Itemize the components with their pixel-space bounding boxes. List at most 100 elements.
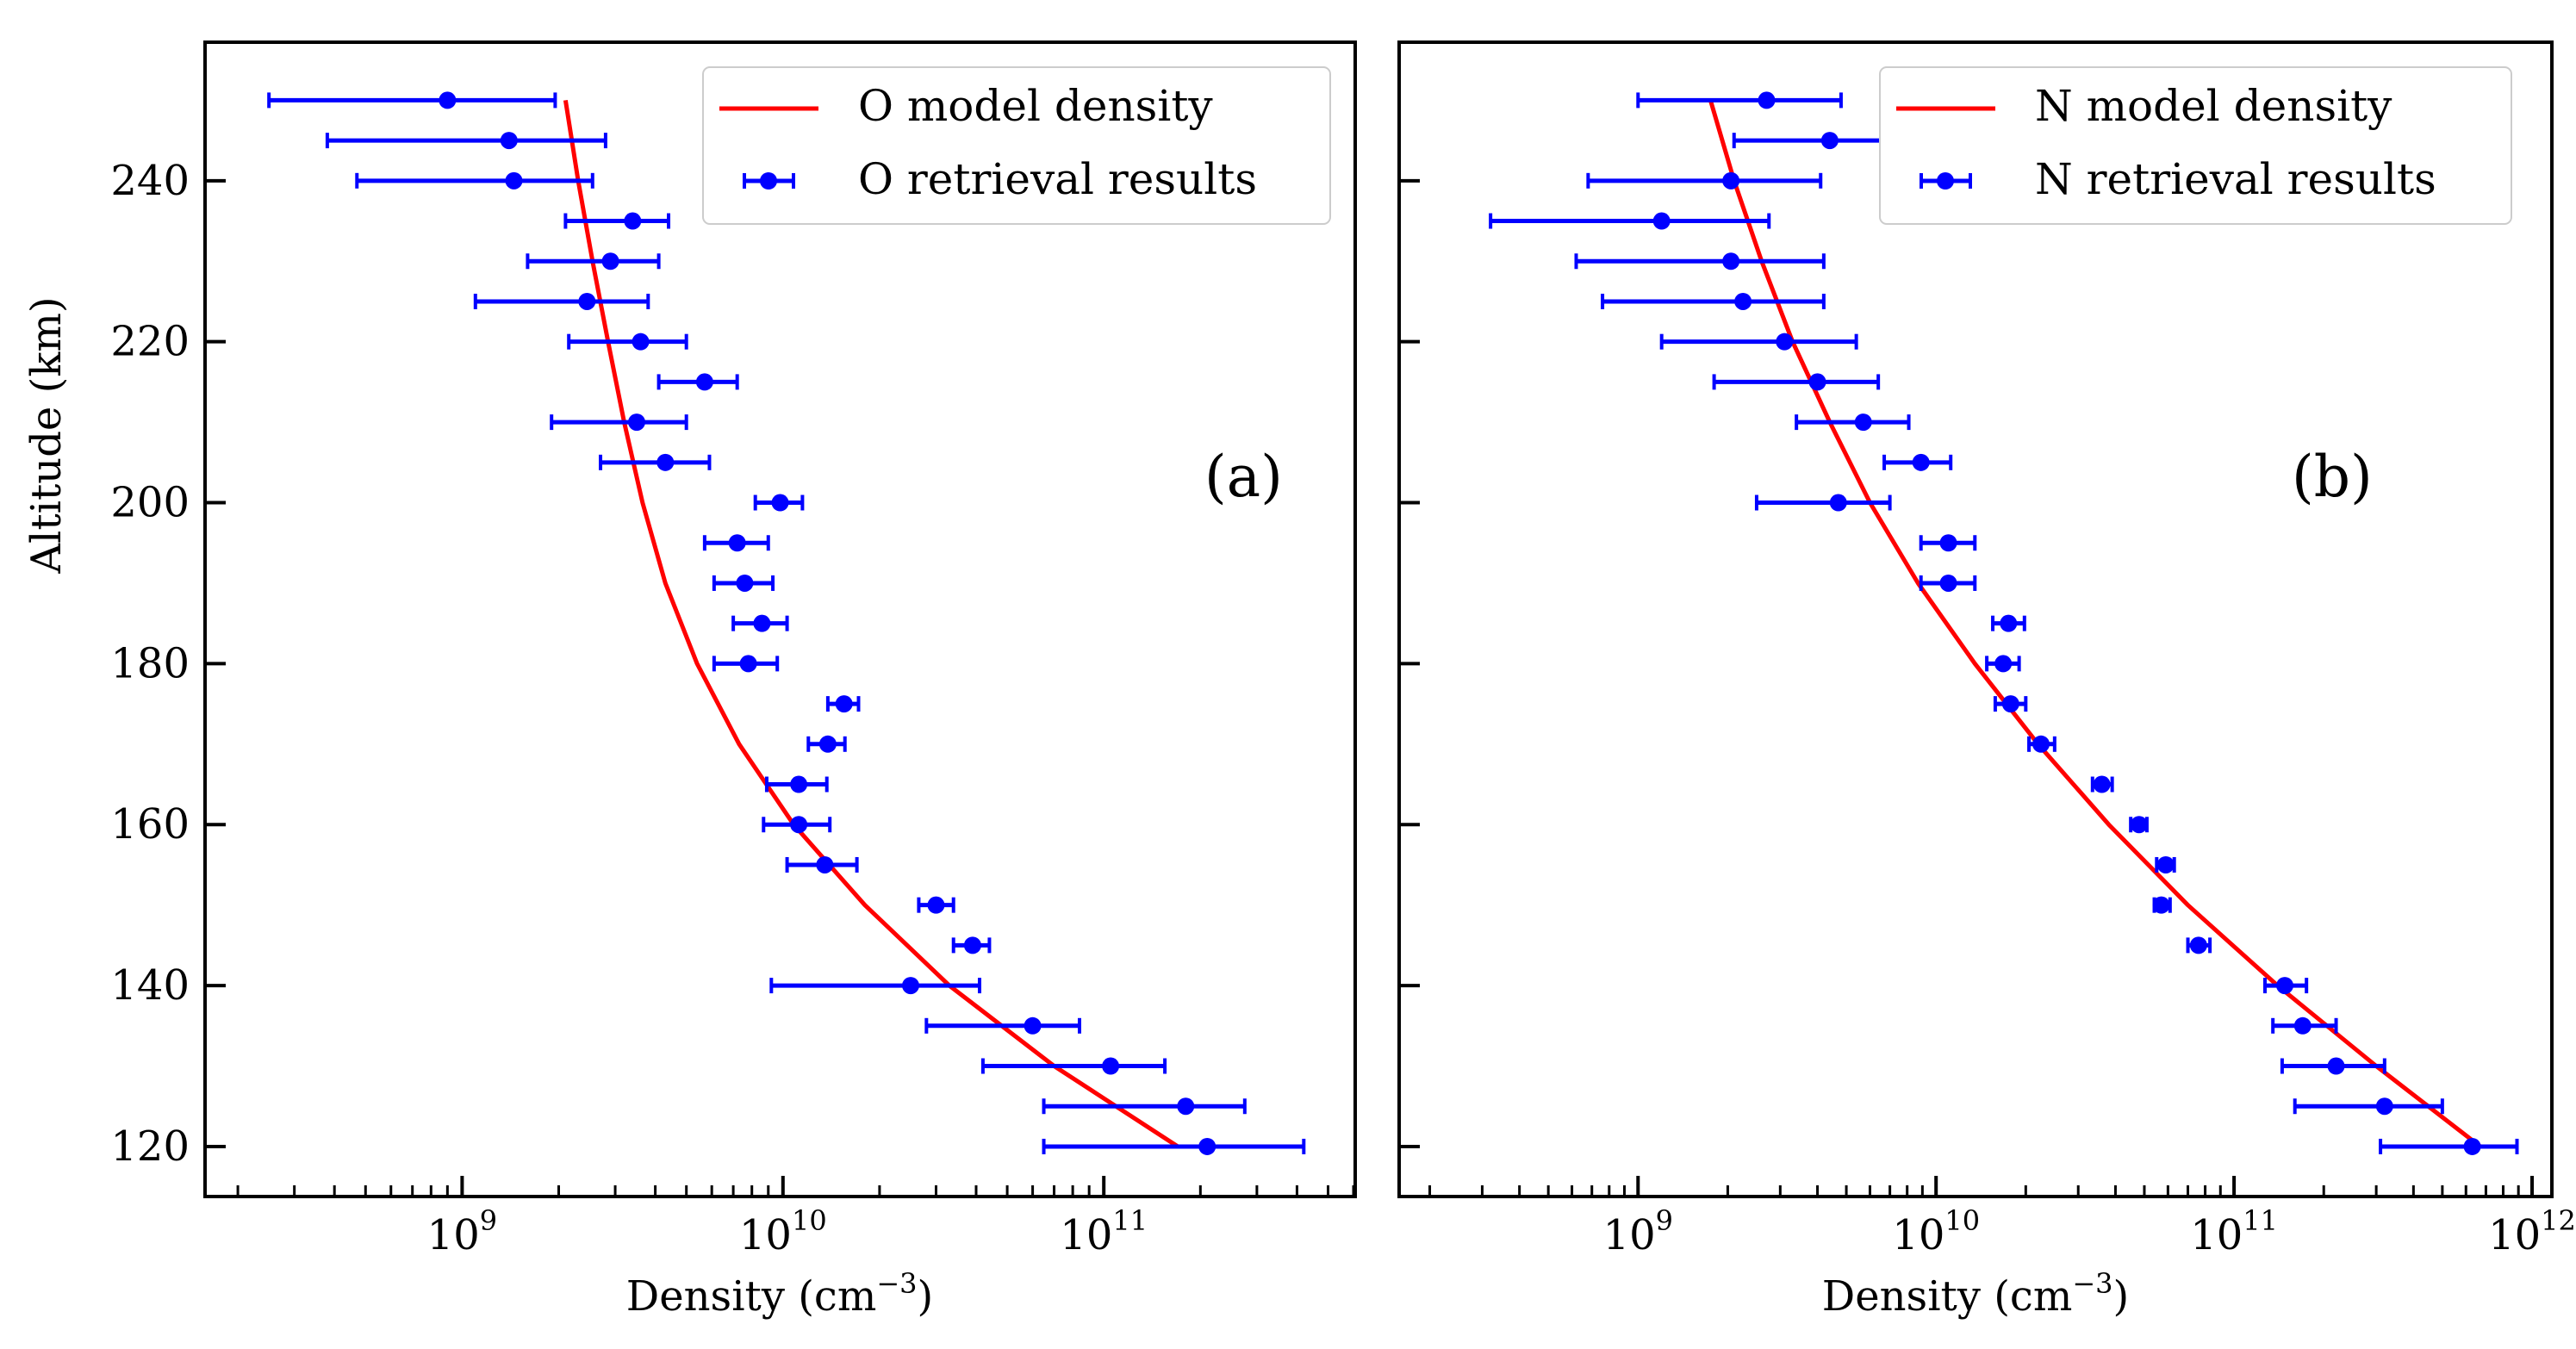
panel-a-ytick-label-240: 240: [110, 157, 190, 205]
data-marker: [2375, 1097, 2393, 1116]
panel-b-retrieval-point-145: [2186, 936, 2212, 954]
data-marker: [927, 896, 945, 914]
panel-b-retrieval-point-140: [2263, 977, 2309, 995]
panel-b-legend: N model density N retrieval results: [1879, 66, 2512, 225]
panel-b-model: [1708, 99, 2482, 1148]
panel-a-model-curve: [563, 100, 1179, 1148]
panel-a-retrieval-point-140: [769, 977, 982, 995]
data-marker: [439, 91, 457, 109]
data-marker: [2156, 855, 2175, 873]
panel-a-retrieval-point-190: [712, 574, 775, 592]
panel-a-xtick-label-11: 1011: [1060, 1204, 1148, 1259]
panel-a-legend: O model density O retrieval results: [702, 66, 1331, 225]
data-marker: [2189, 936, 2207, 954]
data-marker: [1820, 132, 1839, 150]
panel-b-retrieval-point-230: [1574, 252, 1826, 270]
panel-a-retrieval-point-240: [355, 171, 594, 190]
panel-b-retrieval-point-155: [2155, 855, 2176, 873]
data-marker: [2152, 896, 2170, 914]
panel-b-retrieval-point-150: [2152, 896, 2172, 914]
panel-a-ytick-label-200: 200: [110, 479, 190, 527]
panel-b-retrieval-point-180: [1985, 655, 2021, 673]
panel-b-x-axis-label: Density (cm−3): [1822, 1267, 2129, 1321]
legend-retrieval-swatch-marker: [1937, 172, 1954, 190]
data-marker: [1722, 252, 1740, 270]
data-marker: [2275, 977, 2293, 995]
panel-a-retrieval: [267, 91, 1306, 1155]
panel-b-retrieval-point-200: [1754, 494, 1892, 512]
panel-a-ytick-label-120: 120: [110, 1122, 190, 1171]
panel-a-retrieval-point-220: [567, 333, 688, 351]
data-marker: [753, 614, 771, 632]
data-marker: [628, 413, 646, 432]
data-marker: [500, 132, 518, 150]
panel-a-retrieval-point-135: [924, 1016, 1082, 1035]
data-marker: [2463, 1137, 2481, 1155]
data-marker: [578, 292, 596, 310]
data-marker: [1024, 1016, 1042, 1035]
panel-b-xtick-label-9: 109: [1603, 1204, 1673, 1259]
panel-b-retrieval-point-165: [2090, 775, 2114, 793]
legend-retrieval-label: O retrieval results: [858, 154, 1257, 204]
panel-a-model: [563, 100, 1179, 1148]
panel-b-retrieval-point-125: [2293, 1097, 2444, 1116]
panel-b-retrieval-point-170: [2027, 735, 2056, 753]
data-marker: [1102, 1057, 1120, 1075]
panel-a-retrieval-point-185: [731, 614, 789, 632]
panel-b-retrieval-point-210: [1795, 413, 1911, 432]
data-marker: [1912, 453, 1930, 471]
panel-b-retrieval-point-135: [2271, 1016, 2338, 1035]
data-marker: [816, 855, 834, 873]
panel-b-label: (b): [2292, 444, 2373, 510]
panel-a-retrieval-point-175: [825, 695, 861, 713]
panel-a-retrieval-point-225: [473, 292, 650, 310]
data-marker: [601, 252, 619, 270]
data-marker: [2001, 695, 2019, 713]
panel-a-retrieval-point-120: [1042, 1137, 1306, 1155]
data-marker: [1758, 91, 1776, 109]
data-marker: [901, 977, 919, 995]
panel-a-retrieval-point-180: [712, 655, 780, 673]
data-marker: [1734, 292, 1752, 310]
data-marker: [790, 775, 808, 793]
data-marker: [2032, 735, 2050, 753]
data-marker: [2327, 1057, 2345, 1075]
data-marker: [1808, 373, 1826, 391]
panel-a-retrieval-point-230: [526, 252, 661, 270]
panel-b-retrieval-point-120: [2379, 1137, 2519, 1155]
panel-a-retrieval-point-165: [764, 775, 829, 793]
panel-b-retrieval-point-130: [2280, 1057, 2386, 1075]
data-marker: [632, 333, 650, 351]
panel-a-retrieval-point-170: [806, 735, 847, 753]
panel-b-frame: [1397, 40, 2554, 1198]
panel-b-retrieval-point-195: [1919, 534, 1977, 552]
panel-b-retrieval-point-235: [1489, 212, 1771, 230]
data-marker: [2130, 816, 2148, 834]
panel-a-retrieval-point-150: [917, 896, 955, 914]
legend-model-label: N model density: [2035, 81, 2392, 131]
data-marker: [1177, 1097, 1195, 1116]
panel-a-retrieval-point-205: [599, 453, 712, 471]
panel-b-retrieval-point-250: [1636, 91, 1843, 109]
data-marker: [695, 373, 713, 391]
data-marker: [1652, 212, 1671, 230]
data-marker: [736, 574, 754, 592]
panel-b-retrieval-point-160: [2129, 816, 2149, 834]
panel-a-retrieval-point-145: [951, 936, 992, 954]
panel-a-frame: [203, 40, 1357, 1198]
data-marker: [1939, 534, 1957, 552]
panel-a-retrieval-point-215: [656, 373, 739, 391]
panel-a-retrieval-point-235: [563, 212, 671, 230]
panel-a-ytick-label-140: 140: [110, 961, 190, 1010]
panel-a-retrieval-point-200: [753, 494, 805, 512]
legend-retrieval-label: N retrieval results: [2035, 154, 2436, 204]
legend-frame: [1879, 66, 2512, 225]
legend-frame: [702, 66, 1331, 225]
panel-a-ytick-label-220: 220: [110, 318, 190, 366]
data-marker: [728, 534, 746, 552]
panel-a-ytick-label-180: 180: [110, 639, 190, 687]
data-marker: [818, 735, 837, 753]
panel-b-retrieval-point-220: [1659, 333, 1858, 351]
